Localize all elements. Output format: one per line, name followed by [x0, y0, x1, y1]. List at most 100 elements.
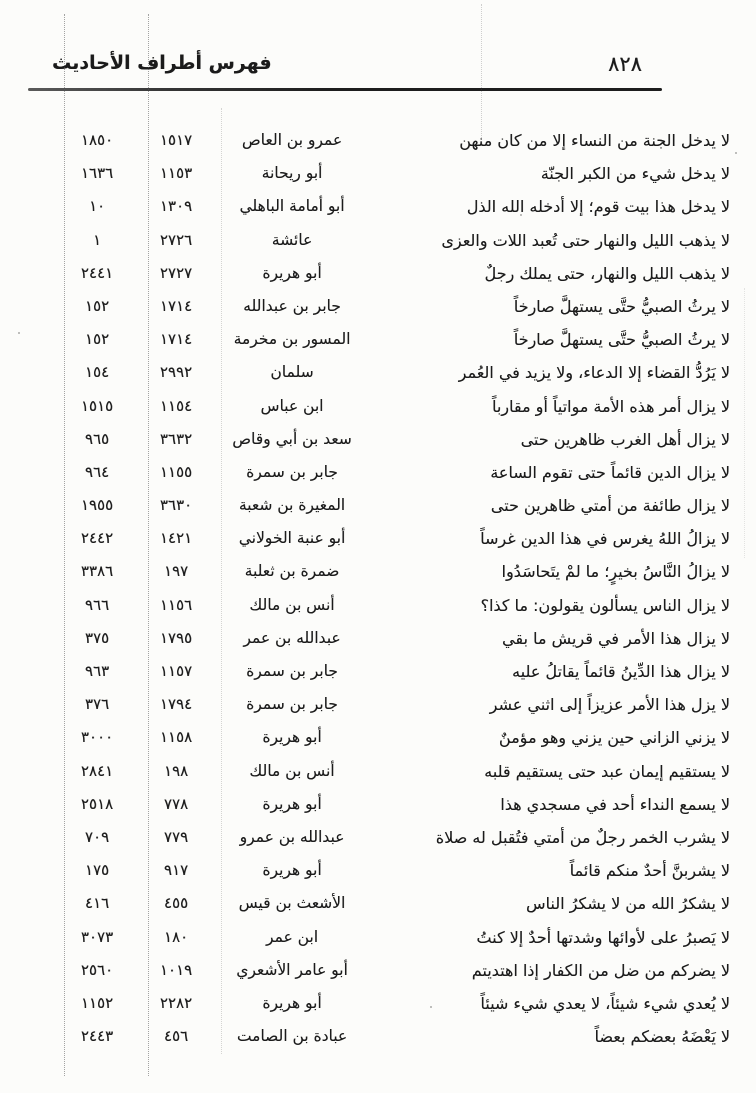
hadith-text: لا يزال هذا الدِّينُ قائماً يقاتلُ عليه	[512, 662, 730, 681]
hadith-text: لا يدخل هذا بيت قوم؛ إلا أدخله الله الذل	[466, 197, 730, 217]
hadith-text: لا يرثُ الصبيُّ حتَّى يستهلَّ صارخاً	[513, 296, 730, 316]
narrator-name: عبدالله بن عمرو	[239, 827, 345, 846]
hadith-text: لا يدخل شيء من الكبر الجنّة	[540, 164, 730, 184]
table-row: لا يزني الزاني حين يزني وهو مؤمنٌ أبو هر…	[50, 721, 756, 754]
hadith-number: ١٩٨	[163, 761, 189, 780]
scan-speck	[700, 478, 702, 480]
reference-number: ١٠	[88, 197, 106, 216]
hadith-text: لا يزال الدين قائماً حتى تقوم الساعة	[490, 462, 730, 482]
narrator-name: عائشة	[271, 230, 313, 249]
table-row: لا يزل هذا الأمر عزيزاً إلى اثني عشر جاب…	[50, 688, 756, 721]
hadith-text: لا يزال طائفة من أمتي ظاهرين حتى	[490, 496, 730, 516]
hadith-text: لا يُعدي شيء شيئاً، لا يعدي شيء شيئاً	[480, 993, 730, 1013]
hadith-number: ١٧٩٥	[159, 628, 193, 647]
hadith-text: لا يزالُ اللهُ يغرس في هذا الدين غرساً	[480, 529, 730, 549]
reference-number: ٧٠٩	[84, 827, 110, 846]
table-row: لا يدخل شيء من الكبر الجنّة أبو ريحانة ١…	[50, 157, 756, 190]
narrator-name: جابر بن سمرة	[246, 462, 338, 481]
scan-artifact-line	[481, 4, 482, 140]
narrator-name: سعد بن أبي وقاص	[232, 429, 352, 448]
table-row: لا يرثُ الصبيُّ حتَّى يستهلَّ صارخاً جاب…	[50, 290, 756, 323]
header-divider	[28, 88, 662, 91]
hadith-text: لا يزال الناس يسألون يقولون: ما كذا؟	[480, 595, 730, 615]
table-row: لا يزال الدين قائماً حتى تقوم الساعة جاب…	[50, 456, 756, 489]
narrator-name: أبو هريرة	[262, 728, 322, 747]
hadith-text: لا يذهب الليل والنهار حتى تُعبد اللات وا…	[441, 230, 730, 250]
reference-number: ٢٥١٨	[80, 794, 114, 813]
table-column-divider	[221, 108, 222, 1054]
hadith-number: ١١٥٧	[159, 662, 193, 680]
table-column-divider	[148, 14, 149, 1076]
reference-number: ١٦٣٦	[80, 164, 114, 183]
narrator-name: عبدالله بن عمر	[243, 628, 341, 647]
narrator-name: أبو هريرة	[262, 794, 322, 813]
table-row: لا يُعدي شيء شيئاً، لا يعدي شيء شيئاً أب…	[50, 987, 756, 1020]
narrator-name: أبو أمامة الباهلي	[239, 197, 345, 216]
table-row: لا يستقيم إيمان عبد حتى يستقيم قلبه أنس …	[50, 755, 756, 788]
reference-number: ٢٤٤٢	[80, 529, 114, 548]
reference-number: ١١٥٢	[80, 993, 114, 1012]
hadith-number: ١٨٠	[163, 927, 189, 946]
reference-number: ١٥٢	[84, 330, 110, 349]
hadith-text: لا يشربنَّ أحدٌ منكم قائماً	[569, 861, 730, 881]
scan-speck	[520, 214, 522, 216]
table-row: لا يشكرُ الله من لا يشكرُ الناس الأشعث ب…	[50, 887, 756, 920]
hadith-number: ١٠١٩	[159, 960, 193, 979]
narrator-name: المغيرة بن شعبة	[238, 496, 346, 515]
hadith-number: ٢٧٢٧	[159, 263, 193, 282]
hadith-text: لا يستقيم إيمان عبد حتى يستقيم قلبه	[484, 761, 730, 781]
scan-artifact-line	[744, 288, 745, 558]
table-row: لا يَعْضَهُ بعضكم بعضاً عبادة بن الصامت …	[50, 1020, 756, 1053]
narrator-name: أنس بن مالك	[249, 595, 335, 614]
reference-number: ١٥٢	[84, 296, 110, 315]
narrator-name: أبو هريرة	[262, 993, 322, 1012]
reference-number: ١٥١٥	[80, 396, 114, 415]
table-row: لا يشرب الخمر رجلٌ من أمتي فتُقبل له صلا…	[50, 821, 756, 854]
hadith-number: ٣٦٣٢	[159, 429, 193, 448]
narrator-name: أبو هريرة	[262, 263, 322, 282]
reference-number: ٢٤٤٣	[80, 1027, 114, 1046]
reference-number: ١٧٥	[84, 861, 110, 880]
reference-number: ١	[92, 230, 102, 249]
narrator-name: أبو عامر الأشعري	[236, 960, 348, 979]
hadith-text: لا يزالُ النَّاسُ بخيرٍ؛ ما لمْ يتَحاسَد…	[501, 562, 731, 582]
narrator-name: أبو هريرة	[262, 861, 322, 880]
hadith-number: ١١٥٤	[159, 396, 193, 415]
narrator-name: أبو عنبة الخولاني	[238, 529, 346, 548]
hadith-number: ٤٥٦	[163, 1027, 189, 1046]
table-row: لا يشربنَّ أحدٌ منكم قائماً أبو هريرة ٩١…	[50, 854, 756, 887]
hadith-text: لا يَصبرُ على لأوائها وشدتها أحدٌ إلا كن…	[476, 927, 730, 947]
hadith-number: ٢٢٨٢	[159, 993, 193, 1012]
reference-number: ٩٦٦	[84, 595, 110, 614]
hadith-text: لا يسمع النداء أحد في مسجدي هذا	[500, 794, 730, 814]
table-row: لا يذهب الليل والنهار حتى تُعبد اللات وا…	[50, 224, 756, 257]
table-row: لا يضركم من ضل من الكفار إذا اهتديتم أبو…	[50, 954, 756, 987]
reference-number: ١٥٤	[84, 363, 110, 382]
hadith-number: ٩١٧	[163, 861, 189, 880]
hadith-number: ١٤٢١	[159, 529, 193, 548]
table-row: لا يزال هذا الأمر في قريش ما بقي عبدالله…	[50, 622, 756, 655]
table-row: لا يذهب الليل والنهار، حتى يملك رجلٌ أبو…	[50, 257, 756, 290]
narrator-name: جابر بن عبدالله	[243, 296, 341, 315]
table-row: لا يزال أهل الغرب ظاهرين حتى سعد بن أبي …	[50, 423, 756, 456]
hadith-number: ٢٩٩٢	[159, 363, 193, 382]
scan-speck	[430, 1006, 432, 1008]
reference-number: ٩٦٤	[84, 462, 110, 481]
table-row: لا يزال طائفة من أمتي ظاهرين حتى المغيرة…	[50, 489, 756, 522]
hadith-number: ٢٧٢٦	[159, 230, 193, 249]
narrator-name: ابن عمر	[265, 927, 319, 946]
hadith-number: ١١٥٥	[159, 462, 193, 481]
reference-number: ٣٧٥	[84, 628, 110, 647]
hadith-number: ١٧١٤	[159, 330, 193, 349]
narrator-name: عمرو بن العاص	[241, 131, 343, 149]
hadith-number: ١٧٩٤	[159, 695, 193, 714]
hadith-text: لا يزني الزاني حين يزني وهو مؤمنٌ	[498, 728, 730, 748]
table-row: لا يزالُ اللهُ يغرس في هذا الدين غرساً أ…	[50, 522, 756, 555]
hadith-index-table: لا يدخل الجنة من النساء إلا من كان منهن …	[50, 124, 756, 1053]
narrator-name: عبادة بن الصامت	[236, 1027, 348, 1046]
hadith-text: لا يَرُدُّ القضاء إلا الدعاء، ولا يزيد ف…	[458, 363, 730, 383]
reference-number: ٢٤٤١	[80, 263, 114, 282]
reference-number: ١٨٥٠	[80, 131, 114, 149]
page-number: ٨٢٨	[608, 52, 642, 76]
reference-number: ٢٥٦٠	[80, 960, 114, 979]
